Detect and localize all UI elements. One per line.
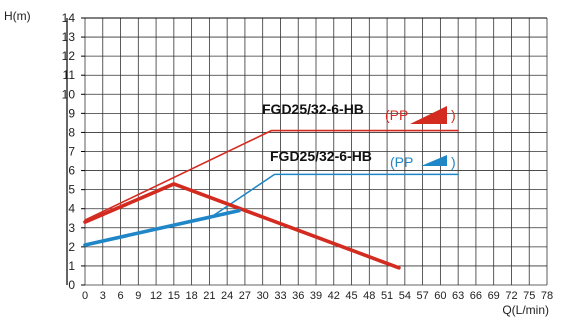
x-tick-label: 66	[470, 290, 482, 302]
x-tick-label: 72	[505, 290, 517, 302]
x-tick-label: 57	[416, 290, 428, 302]
x-tick-label: 45	[345, 290, 357, 302]
y-tick-label: 4	[68, 202, 75, 216]
x-tick-label: 39	[310, 290, 322, 302]
x-tick-label: 9	[135, 290, 141, 302]
x-tick-labels: 0 3 6 9 12 15 18 21 24 27 30 33 36 39 42 45 48 51 54 57 60 63…	[82, 290, 553, 302]
mode-close-paren: )	[451, 107, 456, 123]
axes	[66, 17, 547, 286]
mode-label: (PP	[385, 107, 408, 123]
y-tick-label: 6	[68, 164, 75, 178]
x-tick-label: 48	[363, 290, 375, 302]
x-tick-label: 33	[274, 290, 286, 302]
y-tick-label: 14	[62, 11, 76, 25]
x-tick-label: 6	[117, 290, 123, 302]
x-tick-label: 60	[434, 290, 446, 302]
x-tick-label: 18	[185, 290, 197, 302]
y-tick-label: 13	[62, 30, 76, 44]
x-tick-label: 42	[328, 290, 340, 302]
y-tick-label: 12	[62, 49, 76, 63]
x-tick-label: 51	[381, 290, 393, 302]
x-tick-label: 30	[257, 290, 269, 302]
annotations: FGD25/32-6-HB (PP) FGD25/32-6-HB (PP)	[262, 101, 456, 170]
y-tick-label: 3	[68, 221, 75, 235]
x-tick-label: 69	[488, 290, 500, 302]
blue-ramp-icon	[421, 155, 447, 166]
series-line-blue-thick	[83, 208, 241, 247]
y-tick-label: 8	[68, 125, 75, 139]
y-tick-label: 11	[63, 68, 76, 82]
y-axis-title: H(m)	[4, 9, 31, 23]
x-tick-label: 78	[541, 290, 553, 302]
series-group	[83, 129, 459, 270]
y-tick-label: 5	[68, 183, 75, 197]
x-tick-label: 0	[82, 290, 88, 302]
red-ramp-icon	[410, 106, 447, 124]
x-tick-label: 21	[203, 290, 215, 302]
model-label: FGD25/32-6-HB	[270, 148, 372, 164]
mode-label: (PP	[390, 154, 413, 170]
y-tick-label: 1	[68, 259, 75, 273]
series-line-red-thick	[83, 182, 401, 270]
x-axis-title: Q(L/min)	[502, 303, 549, 317]
series-line-red-thin	[84, 129, 459, 221]
x-tick-label: 27	[239, 290, 251, 302]
x-tick-label: 3	[100, 290, 106, 302]
x-tick-label: 12	[150, 290, 162, 302]
model-label: FGD25/32-6-HB	[262, 101, 364, 117]
x-tick-label: 63	[452, 290, 464, 302]
mode-close-paren: )	[451, 154, 456, 170]
x-tick-label: 54	[399, 290, 411, 302]
y-tick-label: 10	[62, 87, 76, 101]
series-line-blue-thin	[84, 173, 459, 246]
x-tick-label: 75	[523, 290, 535, 302]
y-tick-label: 7	[68, 145, 75, 159]
y-tick-label: 2	[68, 240, 75, 254]
y-tick-label: 0	[68, 278, 75, 292]
x-tick-label: 24	[221, 290, 233, 302]
x-tick-label: 36	[292, 290, 304, 302]
y-tick-label: 9	[68, 106, 75, 120]
x-tick-label: 15	[168, 290, 180, 302]
